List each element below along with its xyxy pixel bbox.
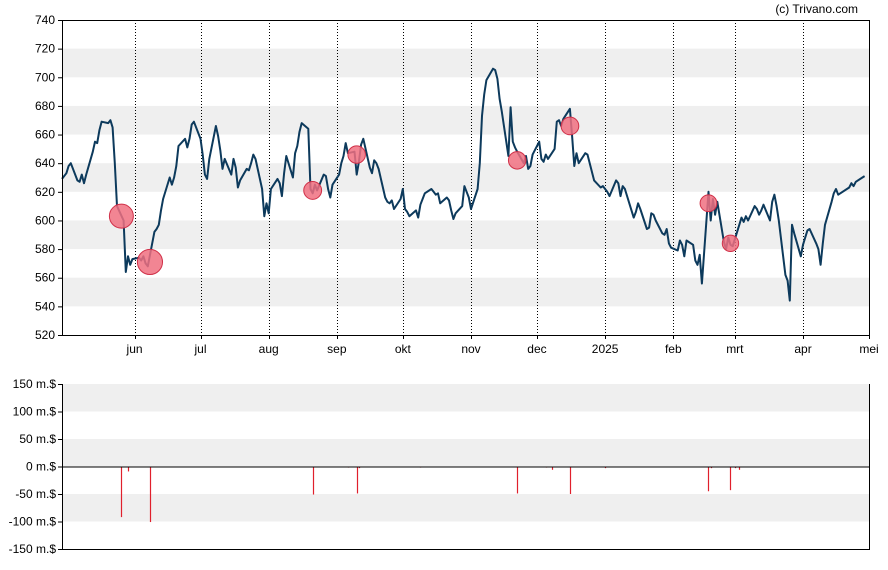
volume-tick-label: -50 m.$ xyxy=(15,487,56,501)
month-tick-label: sep xyxy=(327,342,347,356)
grid-band xyxy=(62,494,869,522)
event-marker xyxy=(507,151,527,170)
month-axis-labels: jun jul aug sep okt nov dec 2025 feb mrt apr mei xyxy=(126,342,879,356)
grid-band xyxy=(62,439,869,467)
month-tick-label: aug xyxy=(259,342,279,356)
grid-band xyxy=(62,105,869,135)
price-frame xyxy=(62,20,870,336)
grid-band xyxy=(62,48,869,78)
volume-tick-label: 100 m.$ xyxy=(13,405,57,419)
volume-tick-label: 50 m.$ xyxy=(19,432,56,446)
volume-axis-labels: 150 m.$ 100 m.$ 50 m.$ 0 m.$ -50 m.$ -100 m.$… xyxy=(9,377,57,556)
volume-tick-label: -100 m.$ xyxy=(9,515,57,529)
month-tick-label: feb xyxy=(665,342,682,356)
price-tick-label: 540 xyxy=(35,299,55,313)
event-marker xyxy=(347,145,366,164)
price-axis-labels: 520 540 560 580 600 620 640 660 680 700 720 740 xyxy=(35,13,55,342)
event-marker xyxy=(136,248,164,276)
price-tick-label: 640 xyxy=(35,156,55,170)
price-tick-label: 620 xyxy=(35,185,55,199)
volume-tick-label: -150 m.$ xyxy=(9,542,57,556)
month-tick-label: 2025 xyxy=(592,342,619,356)
price-tick-label: 520 xyxy=(35,328,55,342)
price-tick-label: 580 xyxy=(35,242,55,256)
price-tick-label: 660 xyxy=(35,128,55,142)
price-tick-label: 560 xyxy=(35,271,55,285)
month-tick-label: mrt xyxy=(726,342,744,356)
month-tick-label: jun xyxy=(126,342,143,356)
price-tick-label: 740 xyxy=(35,13,55,27)
volume-tick-label: 0 m.$ xyxy=(26,460,56,474)
event-markers xyxy=(108,116,740,276)
month-tick-label: apr xyxy=(794,342,811,356)
event-marker xyxy=(560,116,580,136)
month-tick-label: jul xyxy=(194,342,207,356)
month-tick-label: okt xyxy=(395,342,412,356)
price-tick-label: 700 xyxy=(35,70,55,84)
event-marker xyxy=(108,203,134,229)
month-tick-label: nov xyxy=(461,342,480,356)
event-marker xyxy=(303,180,323,200)
price-tick-label: 600 xyxy=(35,213,55,227)
volume-tick-label: 150 m.$ xyxy=(13,377,57,391)
month-tick-label: dec xyxy=(527,342,546,356)
price-tick-label: 680 xyxy=(35,99,55,113)
grid-band xyxy=(62,277,869,307)
price-grid-bands xyxy=(62,48,869,307)
event-marker xyxy=(721,234,740,253)
credit-label: (c) Trivano.com xyxy=(775,2,858,16)
grid-band xyxy=(62,220,869,250)
price-tick-label: 720 xyxy=(35,42,55,56)
month-tick-label: mei xyxy=(859,342,878,356)
event-marker xyxy=(699,194,718,213)
grid-band xyxy=(62,384,869,412)
volume-grid-bands xyxy=(62,384,869,522)
axes xyxy=(58,20,870,550)
